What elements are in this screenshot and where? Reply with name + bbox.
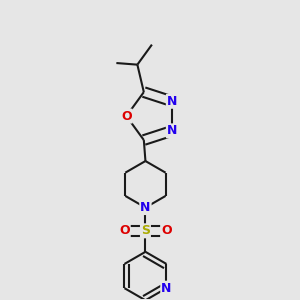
Text: N: N: [161, 282, 172, 295]
Text: N: N: [167, 95, 177, 108]
Text: O: O: [121, 110, 132, 123]
Text: N: N: [140, 201, 151, 214]
Text: O: O: [161, 224, 172, 237]
Text: N: N: [167, 124, 177, 137]
Text: O: O: [119, 224, 130, 237]
Text: S: S: [141, 224, 150, 237]
